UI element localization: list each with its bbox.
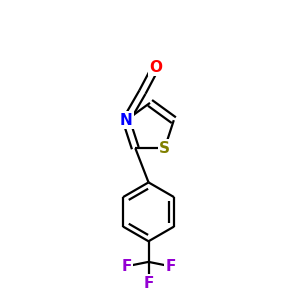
Text: S: S — [159, 141, 170, 156]
Text: N: N — [120, 113, 133, 128]
Text: F: F — [121, 259, 132, 274]
Text: F: F — [143, 276, 154, 291]
Text: O: O — [149, 60, 162, 75]
Text: F: F — [165, 259, 176, 274]
